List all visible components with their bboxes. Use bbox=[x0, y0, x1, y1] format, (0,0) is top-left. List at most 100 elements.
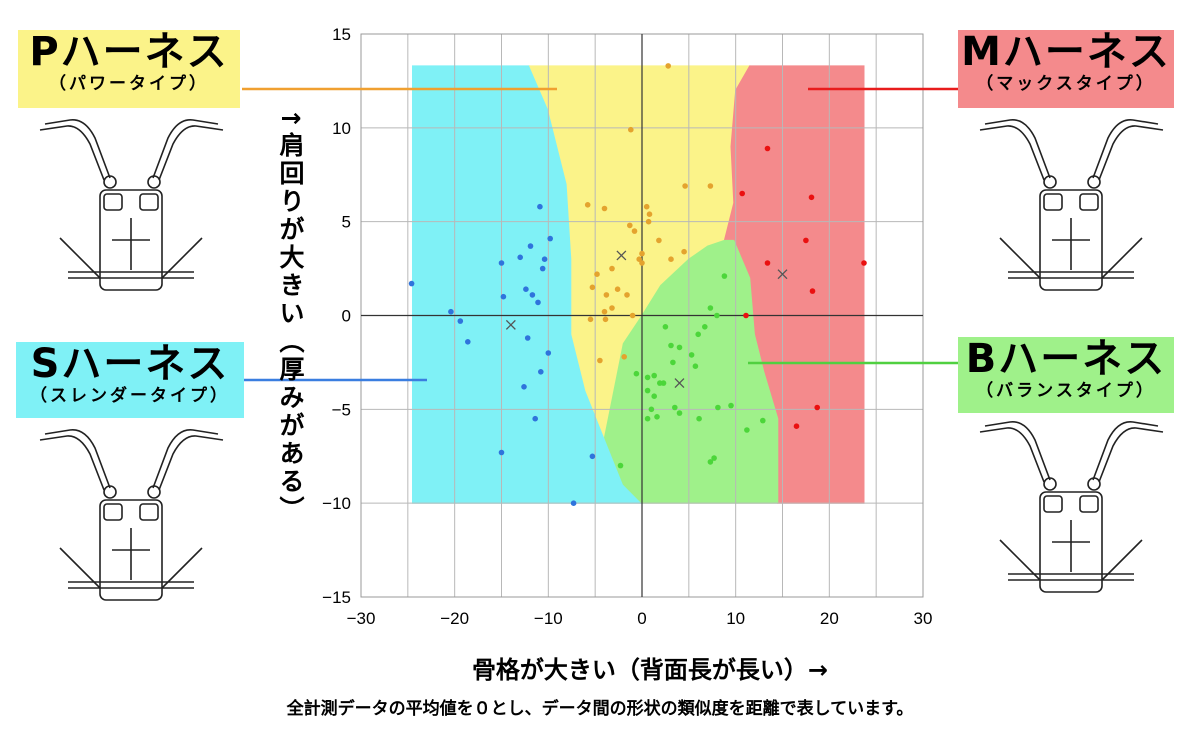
point-p bbox=[643, 203, 650, 210]
harness-b-icon bbox=[979, 421, 1164, 593]
point-p bbox=[603, 292, 610, 298]
label-p-title: Pハーネス bbox=[29, 29, 229, 75]
label-b-harness: Bハーネス （バランスタイプ） bbox=[958, 337, 1174, 413]
point-b bbox=[651, 372, 657, 379]
point-s bbox=[524, 335, 531, 341]
point-b bbox=[721, 273, 728, 279]
point-b bbox=[711, 455, 717, 461]
point-b bbox=[676, 344, 683, 351]
harness-s-icon bbox=[39, 429, 224, 601]
point-p bbox=[624, 292, 630, 298]
x-tick-label: 0 bbox=[637, 609, 646, 628]
x-tick-label: −30 bbox=[347, 609, 376, 628]
label-m-harness: Mハーネス （マックスタイプ） bbox=[958, 30, 1174, 108]
point-p bbox=[628, 126, 634, 133]
point-b bbox=[654, 414, 660, 420]
point-s bbox=[521, 384, 527, 390]
point-m bbox=[743, 312, 749, 319]
point-p bbox=[602, 316, 609, 323]
point-m bbox=[803, 237, 809, 244]
point-p bbox=[668, 256, 674, 263]
point-b bbox=[760, 417, 766, 424]
cluster-regions bbox=[412, 65, 865, 504]
y-axis-title: ↑肩回りが大きい（厚みがある） bbox=[276, 108, 305, 524]
point-b bbox=[644, 415, 651, 422]
point-p bbox=[707, 183, 714, 189]
point-b bbox=[744, 427, 750, 433]
point-p bbox=[609, 305, 615, 311]
label-p-harness: Pハーネス （パワータイプ） bbox=[18, 30, 240, 108]
point-m bbox=[809, 288, 816, 294]
point-m bbox=[739, 190, 745, 197]
x-tick-label: −10 bbox=[534, 609, 563, 628]
x-tick-label: 20 bbox=[820, 609, 839, 628]
centroid-s bbox=[505, 319, 516, 330]
point-p bbox=[682, 183, 688, 189]
point-p bbox=[645, 218, 652, 225]
point-p bbox=[631, 228, 638, 234]
point-m bbox=[764, 260, 771, 266]
point-m bbox=[861, 260, 867, 266]
point-s bbox=[523, 286, 529, 293]
centroid-p bbox=[616, 250, 627, 261]
point-p bbox=[639, 250, 645, 257]
point-b bbox=[617, 462, 624, 469]
point-b bbox=[651, 393, 657, 400]
point-s bbox=[547, 235, 553, 242]
point-b bbox=[676, 410, 683, 416]
point-p bbox=[681, 248, 687, 255]
point-b bbox=[702, 324, 708, 330]
label-p-subtitle: （パワータイプ） bbox=[49, 74, 209, 94]
y-tick-label: 10 bbox=[332, 119, 351, 138]
point-m bbox=[814, 404, 820, 411]
cluster-centroids bbox=[505, 250, 788, 389]
point-s bbox=[465, 339, 471, 345]
point-p bbox=[629, 312, 636, 319]
point-p bbox=[584, 202, 591, 208]
point-p bbox=[665, 63, 671, 69]
point-b bbox=[688, 352, 695, 358]
point-s bbox=[570, 500, 577, 507]
point-s bbox=[545, 350, 552, 356]
point-b bbox=[714, 312, 720, 319]
point-s bbox=[535, 299, 541, 306]
x-axis-title: 骨格が大きい（背面長が長い）→ bbox=[471, 656, 829, 684]
point-b bbox=[695, 331, 701, 338]
point-s bbox=[448, 308, 454, 315]
tick-labels: −30 −20 −10 0 10 20 30 15 10 5 0 −5 −10 −15 bbox=[322, 25, 932, 628]
point-s bbox=[537, 203, 543, 210]
y-tick-label: −10 bbox=[322, 494, 351, 513]
point-b bbox=[633, 370, 640, 377]
point-b bbox=[662, 324, 669, 330]
point-s bbox=[457, 318, 464, 324]
point-s bbox=[532, 415, 538, 422]
centroid-b bbox=[674, 378, 685, 389]
y-tick-label: −5 bbox=[332, 400, 351, 419]
point-s bbox=[498, 449, 505, 456]
point-p bbox=[609, 265, 615, 272]
label-s-title: Sハーネス bbox=[30, 341, 230, 387]
point-p bbox=[601, 205, 608, 212]
point-p bbox=[589, 284, 596, 291]
harness-p-icon bbox=[39, 119, 224, 291]
x-tick-label: 30 bbox=[914, 609, 933, 628]
point-s bbox=[539, 265, 546, 272]
label-b-subtitle: （バランスタイプ） bbox=[976, 381, 1156, 401]
point-b bbox=[715, 404, 721, 411]
harness-m-icon bbox=[979, 119, 1164, 291]
point-s bbox=[589, 453, 596, 460]
point-b bbox=[644, 387, 651, 394]
point-s bbox=[500, 293, 507, 300]
label-b-title: Bハーネス bbox=[965, 336, 1167, 382]
point-b bbox=[672, 404, 678, 411]
point-p bbox=[627, 222, 633, 229]
point-b bbox=[707, 305, 714, 311]
data-points bbox=[408, 63, 867, 507]
point-m bbox=[793, 423, 800, 430]
point-p bbox=[594, 271, 600, 278]
label-s-subtitle: （スレンダータイプ） bbox=[30, 386, 230, 406]
label-m-title: Mハーネス bbox=[961, 29, 1171, 75]
point-p bbox=[601, 308, 608, 315]
point-p bbox=[614, 286, 621, 293]
